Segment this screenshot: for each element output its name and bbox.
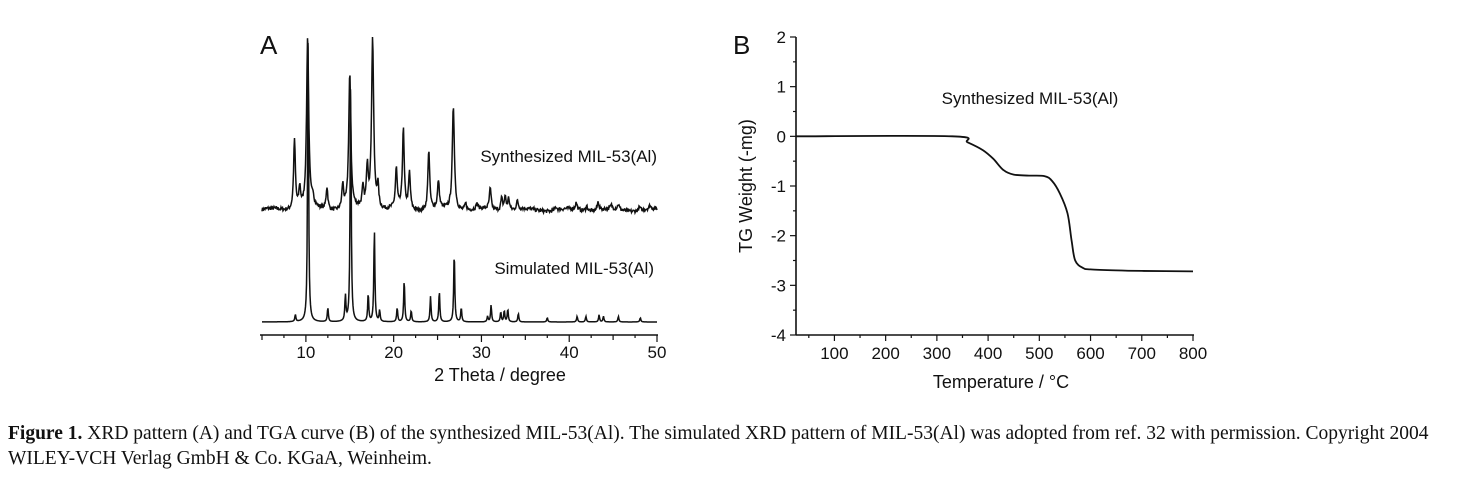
tga-curve bbox=[795, 134, 1194, 273]
y-tick-label-b: 2 bbox=[777, 28, 786, 47]
x-tick-label-a: 40 bbox=[560, 343, 579, 362]
annotation-synthesized: Synthesized MIL-53(Al) bbox=[942, 89, 1119, 108]
x-tick-label-a: 20 bbox=[384, 343, 403, 362]
x-tick-label-b: 700 bbox=[1128, 344, 1156, 363]
y-tick-label-b: 0 bbox=[777, 127, 786, 146]
series-simulated-line bbox=[262, 42, 657, 323]
x-axis-title-b: Temperature / °C bbox=[933, 372, 1069, 392]
x-tick-label-b: 300 bbox=[923, 344, 951, 363]
series-synthesized-line bbox=[261, 36, 658, 216]
caption-label: Figure 1. bbox=[8, 423, 83, 444]
panel-label-b: B bbox=[733, 30, 750, 60]
x-tick-label-b: 400 bbox=[974, 344, 1002, 363]
x-axis-title-a: 2 Theta / degree bbox=[434, 365, 566, 385]
x-tick-label-b: 500 bbox=[1025, 344, 1053, 363]
x-tick-label-b: 100 bbox=[820, 344, 848, 363]
y-tick-label-b: -1 bbox=[771, 177, 786, 196]
series-label-synthesized: Synthesized MIL-53(Al) bbox=[480, 147, 657, 166]
y-tick-label-b: -4 bbox=[771, 326, 786, 345]
y-tick-label-b: -3 bbox=[771, 276, 786, 295]
x-tick-label-a: 30 bbox=[472, 343, 491, 362]
x-tick-label-a: 10 bbox=[296, 343, 315, 362]
tga-panel: B 100 200 300 400 500 600 700 800 -4 -3 -2 -1 0 1 2 Sy… bbox=[733, 28, 1207, 392]
x-tick-label-b: 200 bbox=[871, 344, 899, 363]
figure-caption: Figure 1. XRD pattern (A) and TGA curve … bbox=[8, 421, 1468, 471]
x-tick-label-b: 800 bbox=[1179, 344, 1207, 363]
panel-label-a: A bbox=[260, 30, 278, 60]
y-tick-label-b: 1 bbox=[777, 78, 786, 97]
x-tick-label-b: 600 bbox=[1076, 344, 1104, 363]
caption-text: XRD pattern (A) and TGA curve (B) of the… bbox=[8, 423, 1429, 469]
y-axis-title-b: TG Weight (-mg) bbox=[736, 119, 756, 253]
series-label-simulated: Simulated MIL-53(Al) bbox=[494, 259, 654, 278]
xrd-panel: A 10 20 30 40 50 Synthesized MIL-53(Al) Simu… bbox=[260, 30, 666, 385]
y-tick-label-b: -2 bbox=[771, 227, 786, 246]
x-tick-label-a: 50 bbox=[648, 343, 667, 362]
